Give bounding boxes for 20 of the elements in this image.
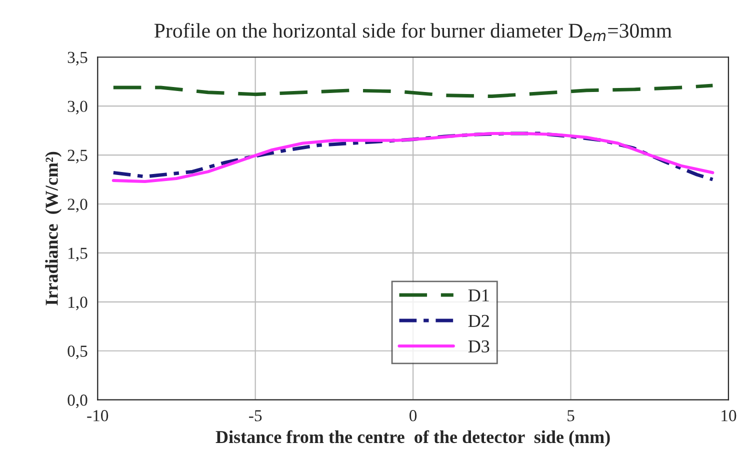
y-tick-label: 2,5 (68, 150, 88, 164)
y-tick-label: 3,5 (68, 52, 88, 66)
chart-title: Profile on the horizontal side for burner diameter D$_{em}$=30mm (154, 22, 672, 42)
legend-label: D1 (468, 289, 489, 302)
y-axis-title: Irradiance (W/cm²) (45, 152, 62, 306)
y-tick-label: 1,0 (68, 296, 88, 310)
x-tick-label: -5 (249, 410, 262, 422)
y-tick-label: 0,5 (68, 346, 88, 360)
x-tick-label: 5 (568, 410, 574, 422)
x-tick-label: 10 (722, 410, 736, 422)
x-axis-title: Distance from the centre of the detector side (mm) (216, 430, 610, 447)
y-tick-label: 2,0 (68, 198, 88, 212)
x-tick-label: 0 (410, 410, 417, 422)
legend-label: D2 (468, 314, 489, 327)
y-tick-label: 3,0 (68, 100, 88, 114)
line-series (112, 84, 714, 98)
y-tick-label: 0,0 (68, 394, 88, 408)
x-tick-label: -10 (87, 410, 108, 422)
y-tick-label: 1,5 (68, 248, 88, 262)
legend-label: D3 (468, 340, 490, 353)
